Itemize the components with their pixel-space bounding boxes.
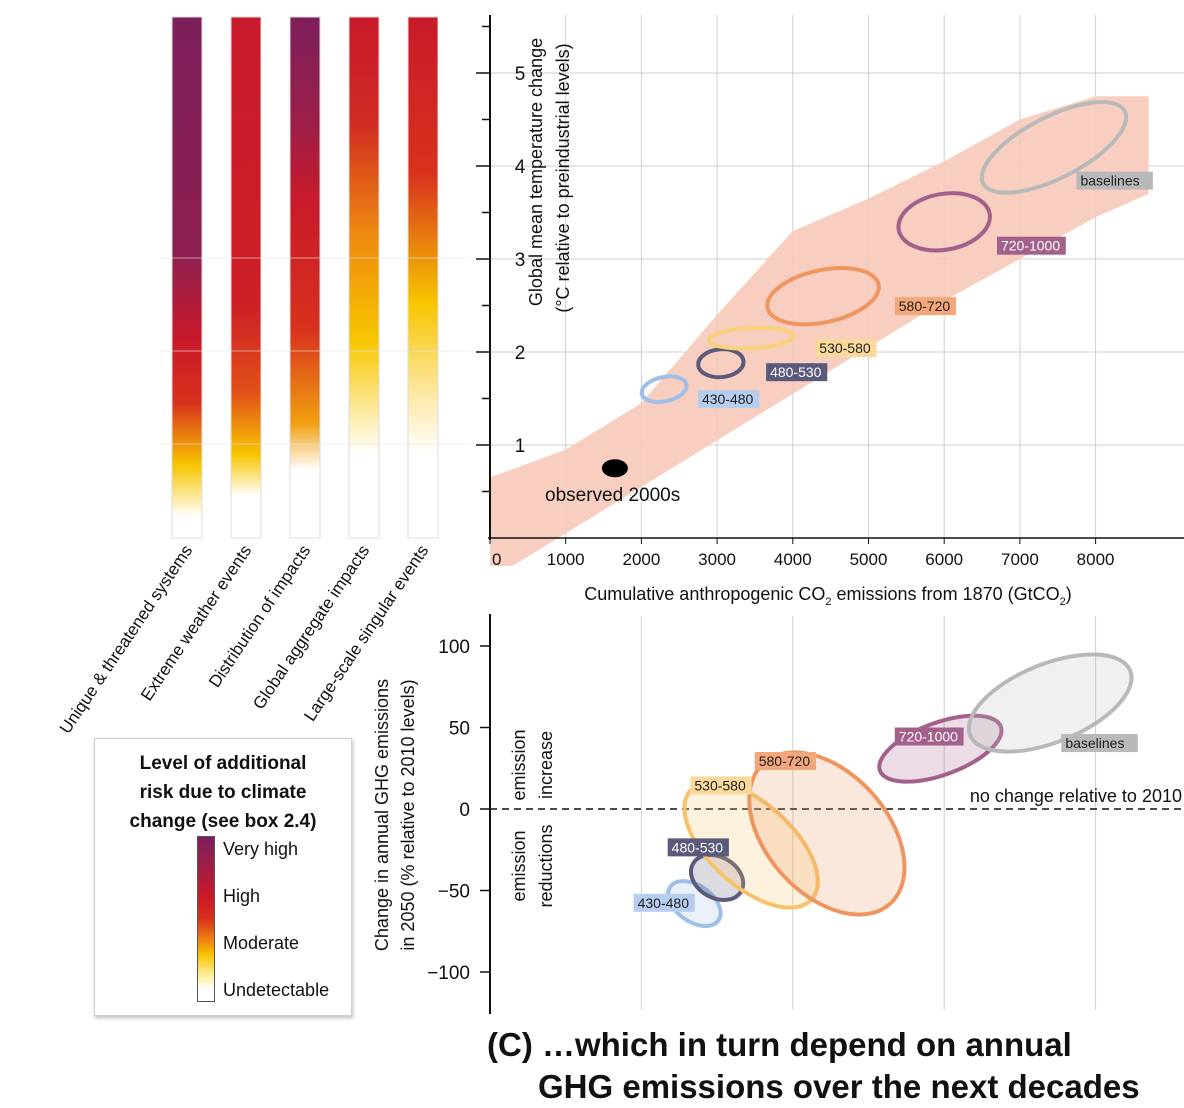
rfc-bar (289, 16, 321, 539)
scenario-label-bg (894, 297, 956, 316)
rfc-bar (407, 16, 439, 539)
scenario-label: 430-480 (638, 895, 690, 911)
scenario-label: 480-530 (770, 364, 822, 380)
caption-line-1: (C) …which in turn depend on annual (487, 1026, 1072, 1063)
scenario-ellipse-530-580 (706, 325, 796, 351)
caption-line-2: GHG emissions over the next decades (538, 1068, 1140, 1105)
no-change-label: no change relative to 2010 (970, 786, 1182, 806)
panel-caption: (C) …which in turn depend on annual GHG … (487, 1024, 1140, 1108)
x-tick-label: 7000 (1001, 550, 1039, 569)
y-tick-label: −50 (438, 882, 470, 903)
x-tick-label: 1000 (547, 550, 585, 569)
x-axis-label: Cumulative anthropogenic CO2 emissions f… (584, 584, 1071, 608)
reasons-for-concern-bars (160, 16, 470, 539)
y-tick-label: 50 (449, 719, 470, 740)
y-tick-label: 0 (459, 800, 470, 821)
observed-point (601, 459, 628, 478)
y-tick-label: 3 (515, 250, 526, 271)
scenario-label-bg (894, 727, 964, 746)
scenario-label-bg (690, 776, 752, 795)
scenario-ellipse-baselines (979, 100, 1129, 195)
legend-label-undetectable: Undetectable (223, 980, 330, 1000)
scenario-label: 580-720 (759, 753, 811, 769)
temperature-vs-emissions-chart: 1 2 3 4 5 0 1000 2000 3000 4000 5000 6000 7000 8000 Cu… (476, 15, 1184, 608)
scenario-label: 720-1000 (899, 729, 958, 745)
x-tick-label: 4000 (774, 550, 812, 569)
rfc-label: Distribution of impacts (205, 542, 314, 691)
scenario-label-bg (815, 339, 877, 357)
scenario-label-bg (633, 893, 695, 912)
x-tick-label: 5000 (850, 550, 888, 569)
y-tick-label: 4 (515, 157, 526, 178)
x-tick-label: 2000 (622, 550, 660, 569)
legend-label-high: High (223, 886, 261, 906)
scenario-label: 530-580 (819, 340, 871, 356)
rfc-bar (171, 16, 203, 539)
risk-legend-colorbar (197, 836, 215, 1002)
rfc-bar (230, 16, 262, 539)
scenario-label-bg (754, 751, 816, 770)
legend-label-moderate: Moderate (223, 933, 300, 953)
region-label-reductions-1: emission (509, 830, 529, 901)
y-axis-label-line2: (°C relative to preindustrial levels) (553, 43, 573, 312)
legend-label-very-high: Very high (223, 839, 299, 859)
x-tick-label: 3000 (698, 550, 736, 569)
scenario-ellipse-480-530 (696, 347, 746, 380)
x-tick-label: 8000 (1077, 550, 1115, 569)
scenario-label-bg (1076, 171, 1153, 190)
y-axis-label-line1: Global mean temperature change (526, 38, 546, 306)
ghg-change-chart: −100 −50 0 50 100 no change relative to 2010 e… (372, 614, 1184, 1014)
x-tick-label: 0 (492, 550, 501, 569)
region-label-increase-2: increase (536, 731, 556, 799)
region-label-reductions-2: reductions (536, 824, 556, 907)
scenario-label-bg (697, 390, 760, 409)
rfc-label: Global aggregate impacts (249, 542, 373, 713)
risk-legend-title: Level of additional risk due to climate … (129, 753, 317, 832)
y-axis-label-line2: in 2050 (% relative to 2010 levels) (398, 679, 418, 950)
scenario-ellipse-720-1000 (896, 191, 992, 253)
y-tick-label: 1 (515, 436, 526, 457)
scenario-label-bg (667, 838, 729, 857)
rfc-bar (348, 16, 380, 539)
scenario-label: baselines (1065, 735, 1124, 751)
risk-legend: Level of additional risk due to climate … (94, 738, 352, 1016)
scenario-label: baselines (1080, 173, 1139, 189)
observed-label: observed 2000s (545, 485, 680, 506)
scenario-label: 720-1000 (1001, 238, 1060, 254)
y-tick-label: −100 (427, 963, 470, 984)
scenario-ellipse-430-480 (639, 374, 689, 404)
scenario-label: 430-480 (702, 391, 754, 407)
scenario-label-bg (1061, 734, 1138, 753)
scenario-label-bg (996, 236, 1066, 255)
scenario-label-bg (766, 363, 828, 382)
x-tick-label: 6000 (925, 550, 963, 569)
uncertainty-band (490, 96, 1149, 566)
scenario-label: 580-720 (899, 298, 951, 314)
scenario-ellipse-580-720 (765, 266, 881, 327)
y-tick-label: 2 (515, 343, 526, 364)
rfc-label: Extreme weather events (137, 542, 255, 705)
scenario-label: 530-580 (694, 777, 746, 793)
y-axis-label-line1: Change in annual GHG emissions (372, 679, 392, 951)
scenario-label: 480-530 (672, 839, 724, 855)
y-tick-label: 5 (515, 64, 526, 85)
y-tick-label: 100 (438, 637, 470, 658)
region-label-increase-1: emission (509, 729, 529, 800)
